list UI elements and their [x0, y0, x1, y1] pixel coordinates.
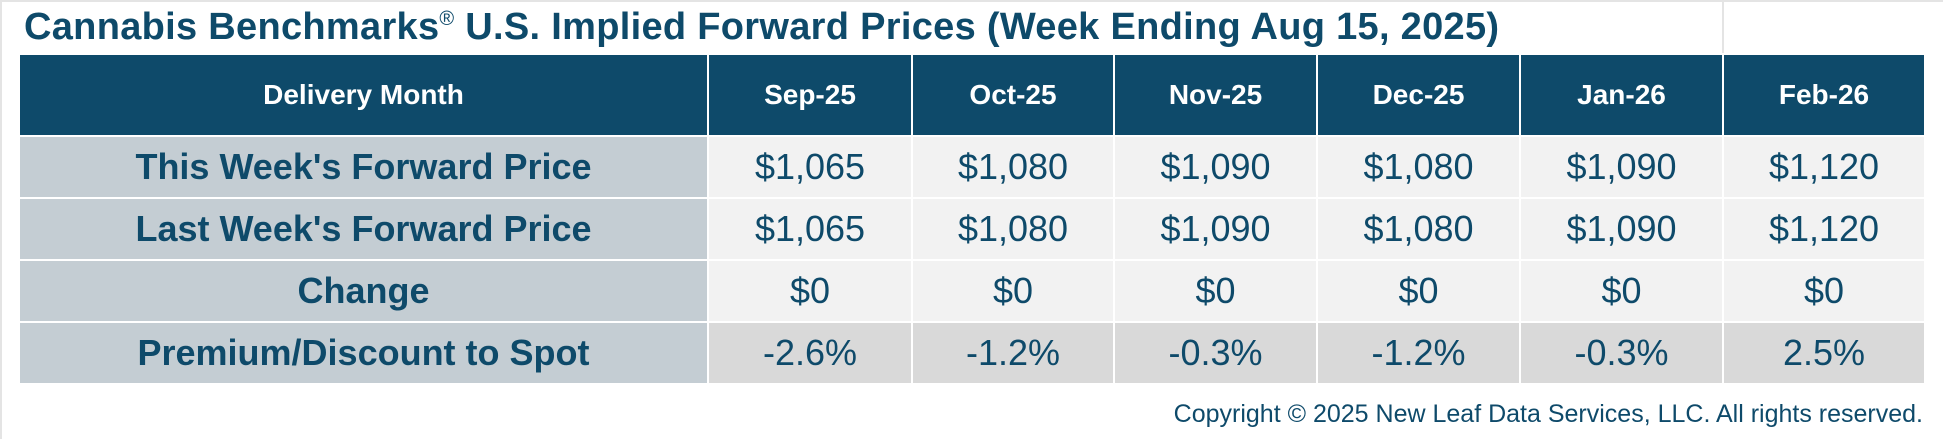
table-cell: $0: [911, 259, 1115, 323]
table-cell: $1,065: [707, 197, 913, 261]
header-month: Dec-25: [1316, 53, 1521, 137]
table-cell: $0: [1519, 259, 1724, 323]
table-cell: $1,090: [1519, 197, 1724, 261]
table-cell: -0.3%: [1519, 321, 1724, 385]
title-divider: [1722, 0, 1724, 53]
registered-mark: ®: [439, 8, 455, 30]
title-brand: Cannabis Benchmarks: [24, 6, 440, 48]
header-month: Feb-26: [1722, 53, 1926, 137]
frame-left-border: [0, 0, 2, 439]
table-row-premium-discount: Premium/Discount to Spot -2.6% -1.2% -0.…: [18, 321, 1926, 385]
table-header-row: Delivery Month Sep-25 Oct-25 Nov-25 Dec-…: [18, 53, 1926, 137]
table-cell: -1.2%: [911, 321, 1115, 385]
table-cell: $0: [1316, 259, 1521, 323]
header-delivery-month: Delivery Month: [18, 53, 709, 137]
forward-prices-table: Delivery Month Sep-25 Oct-25 Nov-25 Dec-…: [18, 53, 1926, 385]
row-label: Change: [18, 259, 709, 323]
table-cell: $0: [1722, 259, 1926, 323]
row-label: Premium/Discount to Spot: [18, 321, 709, 385]
table-cell: -1.2%: [1316, 321, 1521, 385]
table-cell: $1,120: [1722, 135, 1926, 199]
header-month: Nov-25: [1113, 53, 1318, 137]
table-row-last-week: Last Week's Forward Price $1,065 $1,080 …: [18, 197, 1926, 261]
table-row-change: Change $0 $0 $0 $0 $0 $0: [18, 259, 1926, 323]
table-cell: -2.6%: [707, 321, 913, 385]
table-cell: $1,080: [911, 197, 1115, 261]
header-month: Oct-25: [911, 53, 1115, 137]
table-cell: $1,065: [707, 135, 913, 199]
page-title: Cannabis Benchmarks® U.S. Implied Forwar…: [24, 6, 1499, 49]
row-label: This Week's Forward Price: [18, 135, 709, 199]
table-cell: $0: [1113, 259, 1318, 323]
table-cell: $1,080: [911, 135, 1115, 199]
copyright-notice: Copyright © 2025 New Leaf Data Services,…: [1173, 400, 1923, 428]
table-cell: $0: [707, 259, 913, 323]
row-label: Last Week's Forward Price: [18, 197, 709, 261]
table-cell: 2.5%: [1722, 321, 1926, 385]
frame-top-border: [0, 0, 1943, 2]
header-month: Sep-25: [707, 53, 913, 137]
header-month: Jan-26: [1519, 53, 1724, 137]
table-cell: -0.3%: [1113, 321, 1318, 385]
table-row-this-week: This Week's Forward Price $1,065 $1,080 …: [18, 135, 1926, 199]
table-cell: $1,080: [1316, 197, 1521, 261]
table-cell: $1,090: [1113, 197, 1318, 261]
title-rest: U.S. Implied Forward Prices (Week Ending…: [454, 6, 1500, 48]
table-cell: $1,120: [1722, 197, 1926, 261]
table-cell: $1,090: [1519, 135, 1724, 199]
table-cell: $1,080: [1316, 135, 1521, 199]
table-cell: $1,090: [1113, 135, 1318, 199]
